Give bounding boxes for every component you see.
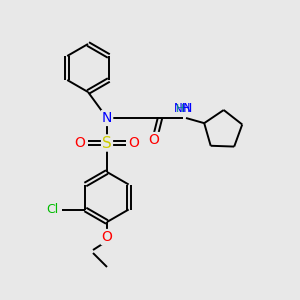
Text: O: O [102,230,112,244]
Text: N: N [102,111,112,125]
Text: O: O [129,136,140,150]
Text: S: S [102,136,112,151]
Text: H: H [176,104,184,114]
Text: NH: NH [174,103,192,116]
Text: N: N [182,103,192,116]
Text: O: O [75,136,86,150]
Text: O: O [148,133,159,147]
Text: Cl: Cl [46,203,59,216]
